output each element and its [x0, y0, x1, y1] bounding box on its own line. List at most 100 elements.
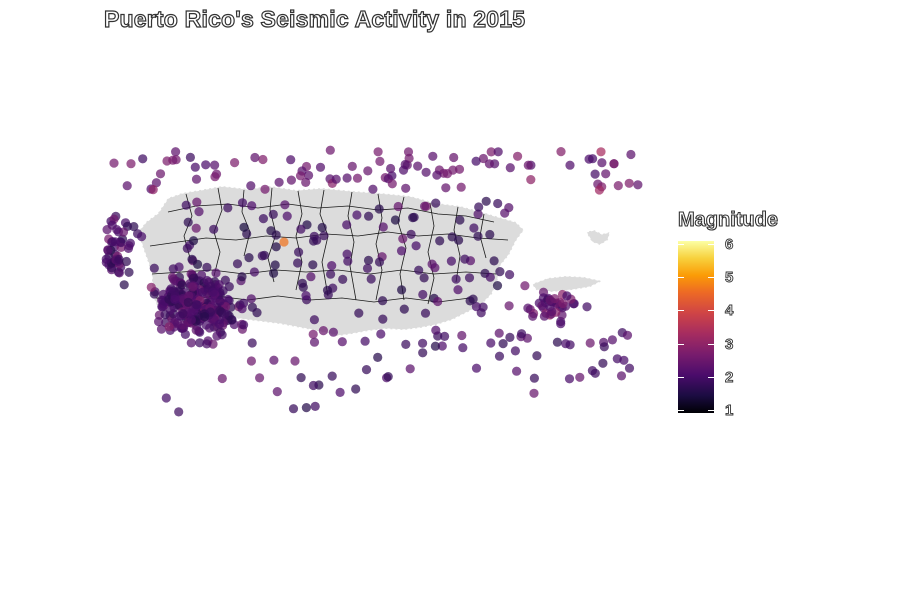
earthquake-point	[338, 275, 347, 284]
earthquake-point	[591, 170, 600, 179]
earthquake-point	[485, 159, 494, 168]
earthquake-point	[230, 158, 239, 167]
earthquake-point	[523, 304, 532, 313]
legend-tick-mark	[678, 410, 684, 411]
earthquake-point	[272, 242, 281, 251]
earthquake-point	[192, 175, 201, 184]
earthquake-point	[327, 261, 336, 270]
earthquake-point	[375, 157, 384, 166]
earthquake-point	[201, 160, 210, 169]
earthquake-point	[319, 231, 328, 240]
earthquake-point	[422, 168, 431, 177]
earthquake-point	[378, 296, 387, 305]
earthquake-point	[326, 270, 335, 279]
earthquake-point	[280, 200, 289, 209]
earthquake-point	[458, 343, 467, 352]
earthquake-point	[293, 258, 302, 267]
earthquake-point	[342, 220, 351, 229]
earthquake-point	[323, 286, 332, 295]
earthquake-point	[418, 339, 427, 348]
earthquake-point	[625, 364, 634, 373]
earthquake-point	[239, 223, 248, 232]
earthquake-point	[167, 284, 176, 293]
earthquake-point	[364, 256, 373, 265]
earthquake-point	[469, 223, 478, 232]
earthquake-point	[260, 251, 269, 260]
earthquake-point	[517, 329, 526, 338]
earthquake-point	[598, 359, 607, 368]
earthquake-point	[575, 373, 584, 382]
earthquake-point	[499, 339, 508, 348]
earthquake-point	[238, 198, 247, 207]
earthquake-point	[432, 171, 441, 180]
earthquake-point	[252, 308, 261, 317]
earthquake-point	[401, 160, 410, 169]
earthquake-point	[311, 402, 320, 411]
earthquake-point	[343, 250, 352, 259]
earthquake-point	[198, 288, 207, 297]
earthquake-point	[375, 257, 384, 266]
earthquake-point	[421, 309, 430, 318]
earthquake-point	[309, 236, 318, 245]
earthquake-point	[308, 260, 317, 269]
earthquake-point	[614, 181, 623, 190]
earthquake-point	[162, 393, 171, 402]
earthquake-point	[493, 199, 502, 208]
earthquake-point	[455, 215, 464, 224]
earthquake-point	[191, 163, 200, 172]
earthquake-point	[109, 159, 118, 168]
earthquake-point	[302, 403, 311, 412]
earthquake-point	[420, 273, 429, 282]
legend-tick-label: 6	[725, 237, 733, 252]
earthquake-point	[373, 353, 382, 362]
earthquake-point	[505, 301, 514, 310]
legend-tick-mark	[678, 244, 684, 245]
earthquake-point	[420, 202, 429, 211]
legend-tick-mark	[678, 344, 684, 345]
earthquake-point	[532, 351, 541, 360]
earthquake-point	[304, 171, 313, 180]
earthquake-point	[511, 346, 520, 355]
earthquake-point	[388, 179, 397, 188]
earthquake-point	[192, 300, 201, 309]
earthquake-point	[269, 269, 278, 278]
earthquake-point	[465, 273, 474, 282]
earthquake-point	[490, 256, 499, 265]
earthquake-point	[565, 374, 574, 383]
earthquake-point	[633, 180, 642, 189]
earthquake-point	[238, 304, 247, 313]
earthquake-point	[435, 236, 444, 245]
earthquake-point	[473, 232, 482, 241]
earthquake-point	[376, 329, 385, 338]
earthquake-point	[529, 389, 538, 398]
earthquake-point	[394, 202, 403, 211]
earthquake-point	[200, 312, 209, 321]
earthquake-point	[247, 356, 256, 365]
earthquake-point	[290, 356, 299, 365]
earthquake-point	[306, 272, 315, 281]
earthquake-point	[210, 172, 219, 181]
earthquake-point	[540, 312, 549, 321]
earthquake-point	[431, 199, 440, 208]
earthquake-point	[250, 267, 259, 276]
earthquake-point	[271, 260, 280, 269]
earthquake-point	[582, 302, 591, 311]
earthquake-point	[367, 274, 376, 283]
earthquake-point	[296, 225, 305, 234]
earthquake-point	[348, 162, 357, 171]
earthquake-point	[433, 297, 442, 306]
earthquake-point	[138, 154, 147, 163]
earthquake-point	[414, 266, 423, 275]
earthquake-point	[192, 198, 201, 207]
earthquake-point	[556, 147, 565, 156]
earthquake-point	[336, 388, 345, 397]
earthquake-point	[301, 291, 310, 300]
earthquake-point	[147, 283, 156, 292]
earthquake-point	[239, 320, 248, 329]
earthquake-point	[187, 338, 196, 347]
earthquake-point	[431, 326, 440, 335]
earthquake-point	[448, 232, 457, 241]
earthquake-point	[397, 285, 406, 294]
earthquake-point	[316, 163, 325, 172]
earthquake-point	[309, 381, 318, 390]
